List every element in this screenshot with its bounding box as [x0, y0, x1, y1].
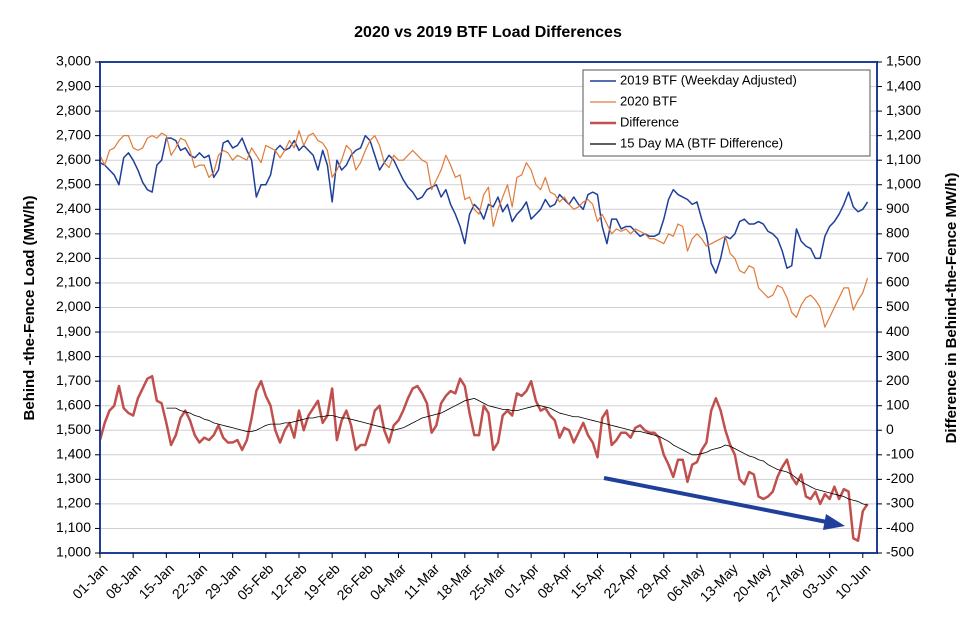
- y2-tick-label: 100: [886, 396, 910, 412]
- series-line: [98, 374, 869, 542]
- y2-tick-label: -400: [886, 519, 914, 535]
- y-tick-label: 1,300: [56, 470, 91, 486]
- y2-tick-label: 1,000: [886, 175, 921, 191]
- y-tick-label: 2,400: [56, 200, 91, 216]
- y-tick-label: 2,700: [56, 126, 91, 142]
- legend-label: Difference: [620, 114, 679, 129]
- y2-tick-label: -100: [886, 446, 914, 462]
- y-tick-label: 2,300: [56, 225, 91, 241]
- series-line: [99, 134, 869, 274]
- y-tick-label: 2,000: [56, 298, 91, 314]
- y-tick-label: 1,400: [56, 446, 91, 462]
- legend: [582, 69, 871, 157]
- y2-tick-label: 700: [886, 249, 910, 265]
- y2-tick-label: 0: [886, 421, 894, 437]
- y2-tick-label: 400: [886, 323, 910, 339]
- legend-items: 2019 BTF (Weekday Adjusted) 2020 BTF Diffe…: [590, 72, 797, 150]
- trend-arrowhead: [823, 514, 845, 530]
- y2-tick-label: 200: [886, 372, 910, 388]
- y2-tick-label: 1,100: [886, 151, 921, 167]
- y2-tick-label: 1,400: [886, 77, 921, 93]
- y-tick-label: 1,900: [56, 323, 91, 339]
- series-line: [166, 397, 868, 506]
- legend-label: 2020 BTF: [620, 93, 677, 108]
- y-tick-label: 3,000: [56, 53, 91, 69]
- legend-label: 2019 BTF (Weekday Adjusted): [620, 72, 797, 87]
- y2-tick-label: 1,300: [886, 102, 921, 118]
- y-tick-label: 2,100: [56, 274, 91, 290]
- y2-tick-label: -300: [886, 495, 914, 511]
- y2-tick-label: 600: [886, 274, 910, 290]
- y2-tick-label: -500: [886, 544, 914, 560]
- y-tick-label: 1,500: [56, 421, 91, 437]
- y-tick-label: 1,200: [56, 495, 91, 511]
- y-tick-label: 2,900: [56, 77, 91, 93]
- trend-arrow: [603, 476, 833, 525]
- y2-tick-label: 300: [886, 347, 910, 363]
- y-tick-label: 2,500: [56, 175, 91, 191]
- y2-tick-label: 1,500: [886, 53, 921, 69]
- series-line: [99, 130, 869, 328]
- y-tick-label: 2,800: [56, 102, 91, 118]
- y2-tick-label: 1,200: [886, 126, 921, 142]
- y-tick-label: 2,600: [56, 151, 91, 167]
- y-tick-label: 2,200: [56, 249, 91, 265]
- chart-title: 2020 vs 2019 BTF Load Differences: [354, 24, 622, 41]
- series-lines: [98, 130, 869, 542]
- y-axis-title: Behind -the-Fence Load (MW/h): [21, 196, 38, 421]
- y-tick-label: 1,000: [56, 544, 91, 560]
- y2-tick-label: 800: [886, 225, 910, 241]
- y2-tick-label: 900: [886, 200, 910, 216]
- y2-tick-label: 500: [886, 298, 910, 314]
- y2-tick-label: -200: [886, 470, 914, 486]
- y-tick-label: 1,600: [56, 396, 91, 412]
- y2-axis-title: Difference in Behind-the-Fence MW/h): [943, 173, 960, 444]
- y-tick-label: 1,800: [56, 347, 91, 363]
- y-tick-label: 1,100: [56, 519, 91, 535]
- legend-label: 15 Day MA (BTF Difference): [620, 135, 783, 150]
- y-tick-label: 1,700: [56, 372, 91, 388]
